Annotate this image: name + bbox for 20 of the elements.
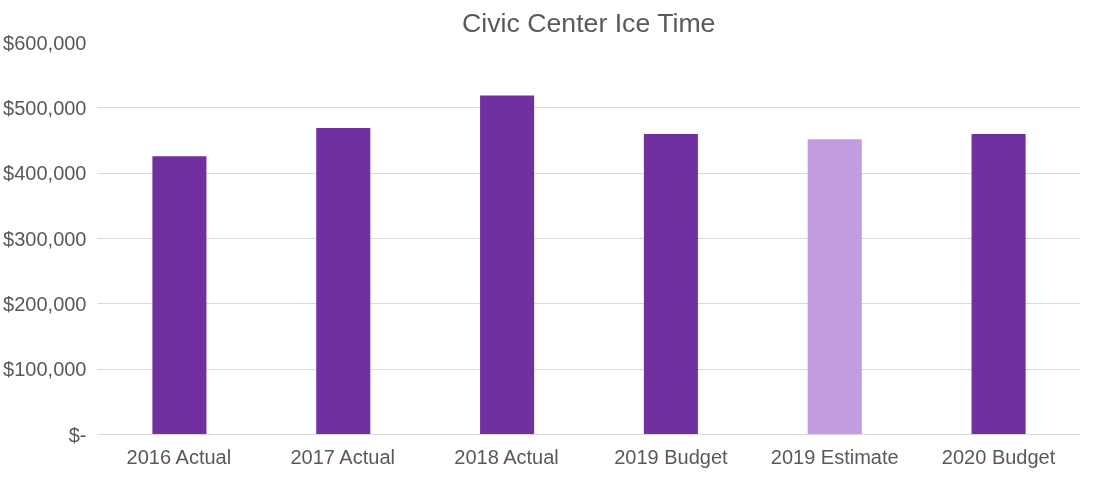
y-tick-label: $-: [68, 423, 87, 446]
y-tick-label: $500,000: [3, 96, 87, 119]
x-tick-label: 2017 Actual: [290, 445, 395, 468]
bar: [316, 128, 371, 435]
x-tick-label: 2018 Actual: [454, 445, 559, 468]
x-tick-label: 2016 Actual: [126, 445, 232, 468]
x-tick-label: 2019 Estimate: [770, 445, 899, 468]
chart-title: Civic Center Ice Time: [462, 7, 716, 38]
y-tick-label: $200,000: [3, 292, 87, 315]
bar: [971, 133, 1026, 435]
bar: [643, 133, 698, 435]
bar: [480, 95, 535, 435]
y-tick-label: $100,000: [3, 358, 87, 381]
x-tick-label: 2019 Budget: [614, 445, 729, 468]
y-tick-label: $400,000: [3, 162, 87, 185]
bar: [152, 156, 207, 435]
y-tick-label: $600,000: [3, 31, 87, 54]
x-tick-label: 2020 Budget: [941, 445, 1056, 468]
y-tick-label: $300,000: [3, 227, 87, 250]
bar: [807, 139, 862, 435]
